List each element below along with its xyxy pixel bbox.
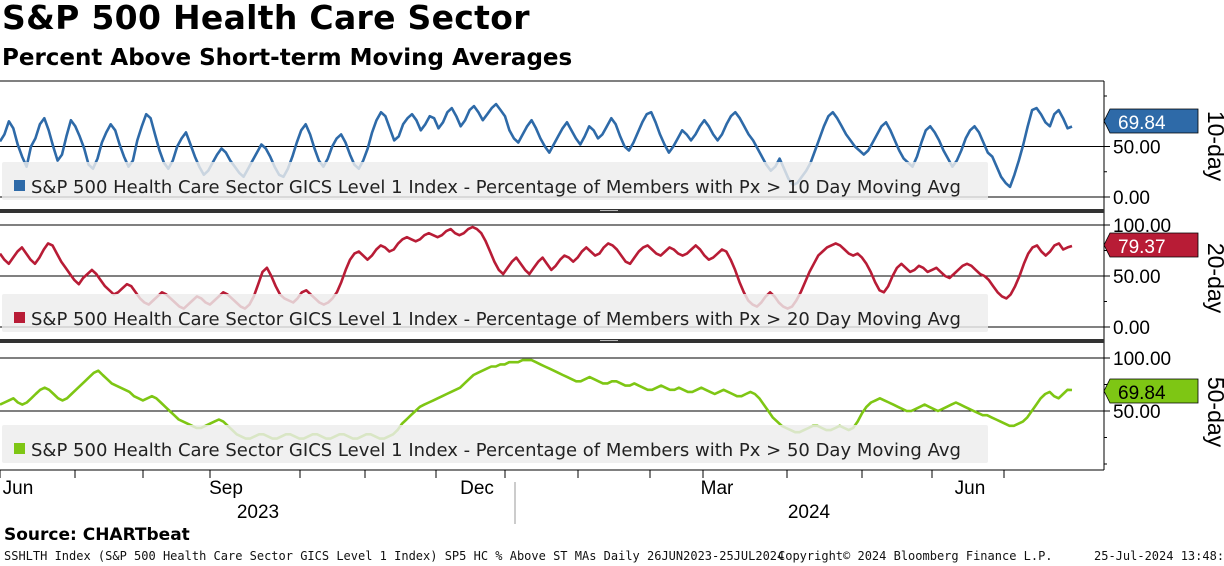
series-line-50-day [0, 358, 1073, 440]
chart-subtitle: Percent Above Short-term Moving Averages [2, 45, 573, 71]
chart-panels: 0.00 50.00 S&P 500 Health Care Sector GICS… [0, 80, 1224, 465]
y-tick-label: 50.00 [1113, 267, 1161, 288]
y-tick-label: 50.00 [1113, 138, 1161, 159]
source-label: Source: CHARTbeat [4, 525, 190, 545]
x-year-label: 2024 [788, 502, 831, 523]
legend-swatch [14, 443, 25, 454]
footer-timestamp: 25-Jul-2024 13:48:20 [1094, 549, 1224, 563]
series-line-10-day [0, 102, 1073, 189]
panel-divider [0, 339, 1104, 343]
x-month-label: Jun [955, 478, 986, 499]
last-value-badge [1103, 108, 1199, 134]
legend-text: S&P 500 Health Care Sector GICS Level 1 … [31, 177, 961, 198]
legend-box [2, 425, 988, 463]
y-tick-label: 50.00 [1113, 402, 1161, 423]
panel-divider-handle [600, 210, 618, 211]
legend-text: S&P 500 Health Care Sector GICS Level 1 … [31, 309, 961, 330]
legend-swatch [14, 312, 25, 323]
panel-10-day: 0.00 50.00 S&P 500 Health Care Sector GICS… [0, 80, 1224, 209]
footer-copyright: Copyright© 2024 Bloomberg Finance L.P. [778, 549, 1053, 563]
panel-20-day: 0.00 50.00 100.00 S&P 500 Health Care Secto… [0, 209, 1224, 339]
y-tick-label: 0.00 [1113, 318, 1150, 339]
panel-50-day: 50.00 100.00 S&P 500 Health Care Sector GI… [0, 339, 1224, 465]
legend-swatch [14, 180, 25, 191]
x-month-label: Dec [460, 478, 494, 499]
last-value-badge [1103, 232, 1199, 258]
chart-title: S&P 500 Health Care Sector [2, 0, 530, 37]
last-value-badge [1103, 378, 1199, 404]
legend-box [2, 162, 988, 200]
x-month-label: Sep [209, 478, 243, 499]
legend-text: S&P 500 Health Care Sector GICS Level 1 … [31, 440, 961, 461]
x-month-label: Jun [3, 478, 34, 499]
x-year-label: 2023 [237, 502, 279, 523]
panel-divider [0, 209, 1104, 213]
x-month-label: Mar [701, 478, 734, 499]
panel-divider-handle [600, 340, 618, 341]
panel-label: 10-day [1203, 111, 1224, 182]
panel-label: 50-day [1203, 377, 1224, 448]
y-tick-label: 100.00 [1113, 349, 1171, 370]
last-value-text: 69.84 [1118, 113, 1166, 134]
last-value-text: 79.37 [1118, 237, 1166, 258]
panel-label: 20-day [1203, 243, 1224, 314]
y-tick-label: 100.00 [1113, 216, 1171, 237]
last-value-text: 69.84 [1118, 383, 1166, 404]
legend-box [2, 294, 988, 332]
x-axis: Jun Sep Dec Mar Jun 2023 2024 [0, 470, 1005, 524]
footer-security-info: SSHLTH Index (S&P 500 Health Care Sector… [4, 549, 785, 563]
y-tick-label: 0.00 [1113, 188, 1150, 209]
